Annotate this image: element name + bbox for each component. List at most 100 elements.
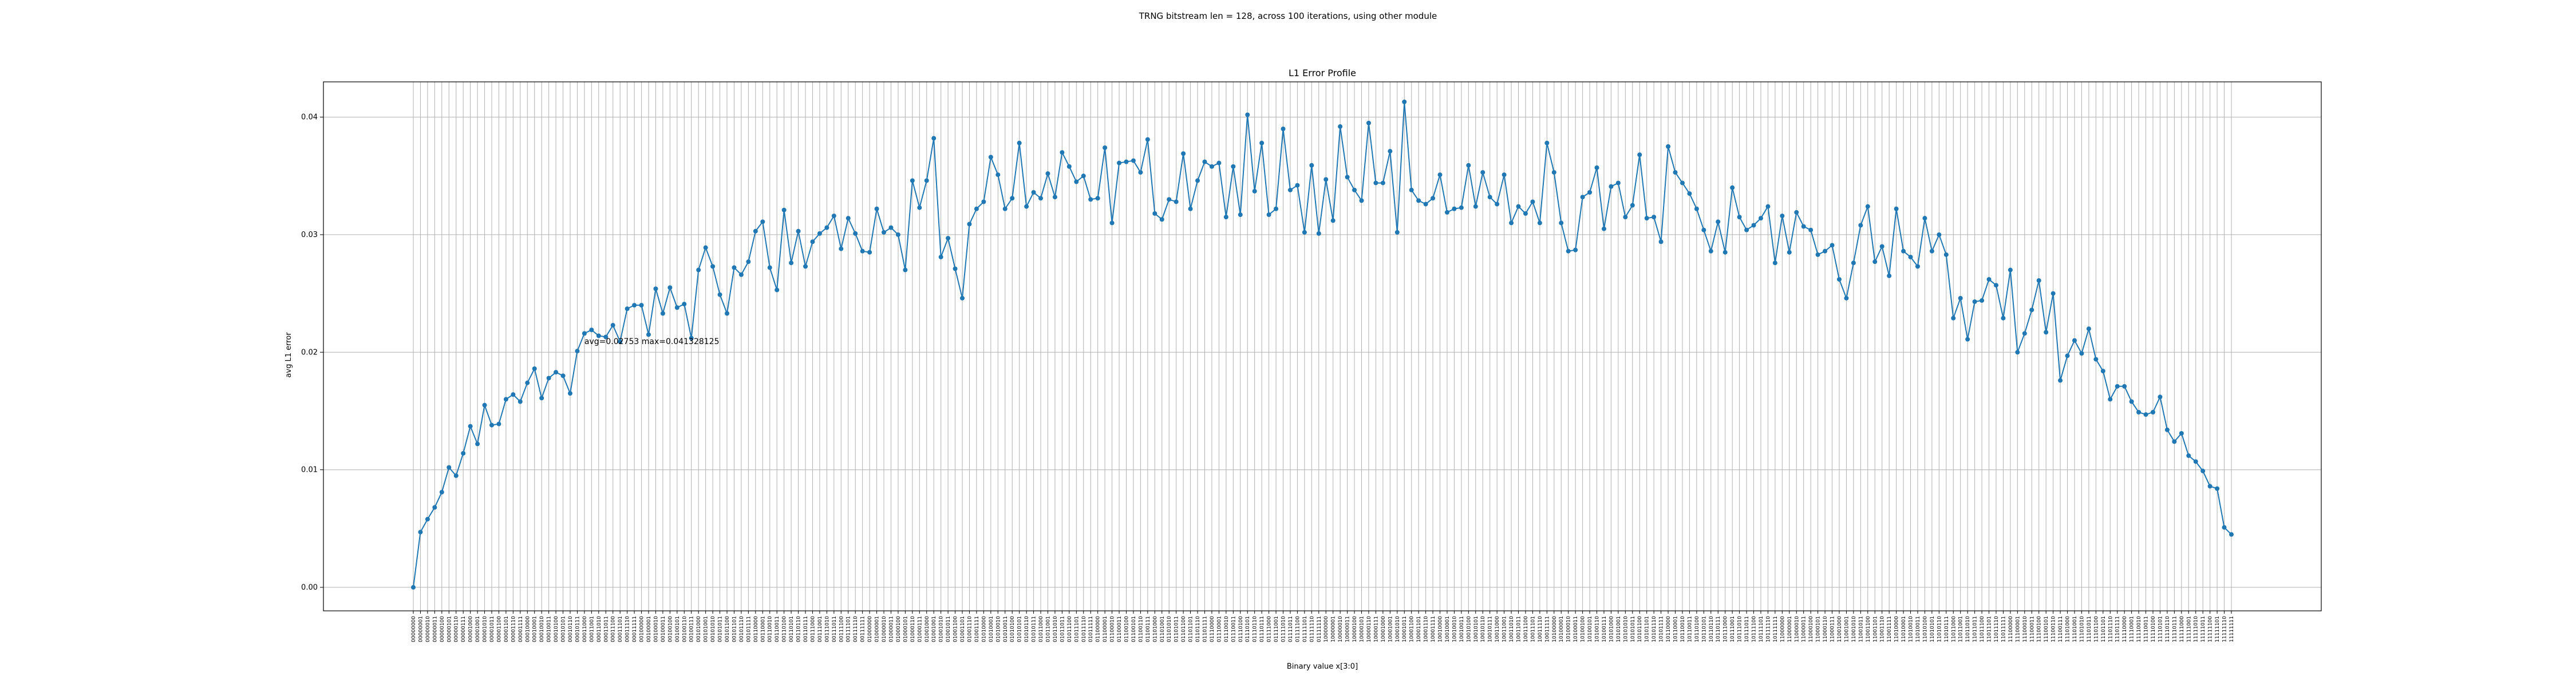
data-point xyxy=(1958,295,1963,301)
data-point xyxy=(988,155,993,160)
x-tick-label: 11000110 xyxy=(1823,616,1828,642)
x-tick-label: 11110001 xyxy=(2129,616,2135,642)
x-tick-label: 10011011 xyxy=(1516,616,1522,642)
x-tick-label: 00000011 xyxy=(432,616,438,642)
data-point xyxy=(1972,299,1977,304)
x-tick-label: 00110100 xyxy=(782,616,788,642)
x-tick-label: 11111001 xyxy=(2186,616,2192,642)
x-tick-label: 01100100 xyxy=(1124,616,1129,642)
data-point xyxy=(489,423,495,428)
data-point xyxy=(461,451,466,456)
x-tick-label: 00101110 xyxy=(739,616,745,642)
y-tick-label: 0.02 xyxy=(301,348,318,357)
data-point xyxy=(1887,273,1892,278)
data-point xyxy=(1074,179,1079,184)
data-point xyxy=(1209,164,1214,169)
data-point xyxy=(824,225,829,230)
x-tick-label: 11010100 xyxy=(1922,616,1928,642)
data-point xyxy=(1844,295,1849,301)
x-tick-label: 01111101 xyxy=(1302,616,1308,642)
x-tick-label: 01000110 xyxy=(910,616,916,642)
y-tick-label: 0.00 xyxy=(301,583,318,592)
x-tick-label: 01110001 xyxy=(1216,616,1222,642)
data-point xyxy=(2222,525,2227,530)
x-tick-label: 01110011 xyxy=(1231,616,1236,642)
x-tick-label: 01100110 xyxy=(1138,616,1144,642)
data-point xyxy=(667,285,673,290)
data-point xyxy=(946,236,951,241)
x-tick-label: 01100010 xyxy=(1110,616,1116,642)
x-tick-label: 01110101 xyxy=(1245,616,1251,642)
x-tick-label: 10010001 xyxy=(1445,616,1451,642)
data-point xyxy=(1523,211,1528,216)
data-point xyxy=(1309,163,1314,168)
data-point xyxy=(1345,175,1350,180)
data-point xyxy=(1630,203,1635,208)
x-tick-label: 11000100 xyxy=(1808,616,1814,642)
x-tick-label: 10100000 xyxy=(1552,616,1558,642)
x-tick-label: 00101111 xyxy=(746,616,752,642)
data-point xyxy=(1117,160,1122,165)
data-point xyxy=(1772,260,1777,266)
x-axis-ticks: 00000000 00000001 00000010 00000011 00000100… xyxy=(411,611,2235,642)
data-point xyxy=(1095,196,1100,201)
x-tick-label: 01001110 xyxy=(967,616,973,642)
x-tick-label: 10111011 xyxy=(1744,616,1750,642)
data-point xyxy=(931,136,937,141)
data-point xyxy=(1459,205,1464,210)
data-point xyxy=(903,267,908,273)
data-point xyxy=(1901,248,1906,254)
x-tick-label: 10100011 xyxy=(1573,616,1579,642)
x-tick-label: 01011100 xyxy=(1067,616,1073,642)
data-point xyxy=(1951,315,1956,321)
data-point xyxy=(1238,212,1243,218)
x-tick-label: 01000001 xyxy=(875,616,880,642)
data-point xyxy=(767,265,772,270)
data-point xyxy=(924,178,929,183)
data-point xyxy=(1124,159,1129,164)
x-tick-label: 01010011 xyxy=(1003,616,1009,642)
data-point xyxy=(1544,140,1550,145)
data-point xyxy=(775,287,780,293)
data-point xyxy=(732,265,737,270)
x-tick-label: 01101100 xyxy=(1181,616,1187,642)
data-point xyxy=(917,205,922,210)
data-point xyxy=(2008,267,2013,273)
x-tick-label: 10100110 xyxy=(1595,616,1601,642)
data-point xyxy=(1103,145,1108,150)
data-point xyxy=(888,225,894,230)
x-tick-label: 10001100 xyxy=(1409,616,1415,642)
data-point xyxy=(1687,191,1692,196)
data-point xyxy=(2150,409,2155,414)
data-point xyxy=(789,260,794,266)
x-tick-label: 00100001 xyxy=(646,616,652,642)
data-point xyxy=(2001,315,2006,321)
x-tick-label: 11111010 xyxy=(2194,616,2199,642)
x-tick-label: 11100101 xyxy=(2044,616,2049,642)
data-point xyxy=(2215,486,2220,491)
x-tick-label: 00110000 xyxy=(753,616,759,642)
x-tick-label: 00101101 xyxy=(732,616,737,642)
x-tick-label: 01101000 xyxy=(1152,616,1158,642)
data-point xyxy=(1231,164,1236,169)
x-tick-label: 11110000 xyxy=(2122,616,2128,642)
data-point xyxy=(882,230,887,235)
x-tick-label: 00010101 xyxy=(561,616,567,642)
x-tick-label: 11001010 xyxy=(1851,616,1857,642)
x-tick-label: 11100000 xyxy=(2008,616,2014,642)
x-tick-label: 10011010 xyxy=(1509,616,1515,642)
x-tick-label: 00000010 xyxy=(425,616,431,642)
x-tick-label: 00111101 xyxy=(846,616,852,642)
x-tick-label: 11101000 xyxy=(2065,616,2071,642)
x-tick-label: 01001010 xyxy=(939,616,945,642)
stats-annotation: avg=0.02753 max=0.041328125 xyxy=(584,337,720,346)
data-point xyxy=(2044,330,2049,335)
x-tick-label: 10110101 xyxy=(1701,616,1707,642)
x-tick-label: 00001100 xyxy=(496,616,502,642)
x-tick-label: 10000011 xyxy=(1345,616,1351,642)
x-tick-label: 10000101 xyxy=(1360,616,1365,642)
data-point xyxy=(1637,152,1642,157)
data-point xyxy=(1765,204,1771,209)
data-point xyxy=(753,228,758,234)
data-point xyxy=(717,292,722,297)
